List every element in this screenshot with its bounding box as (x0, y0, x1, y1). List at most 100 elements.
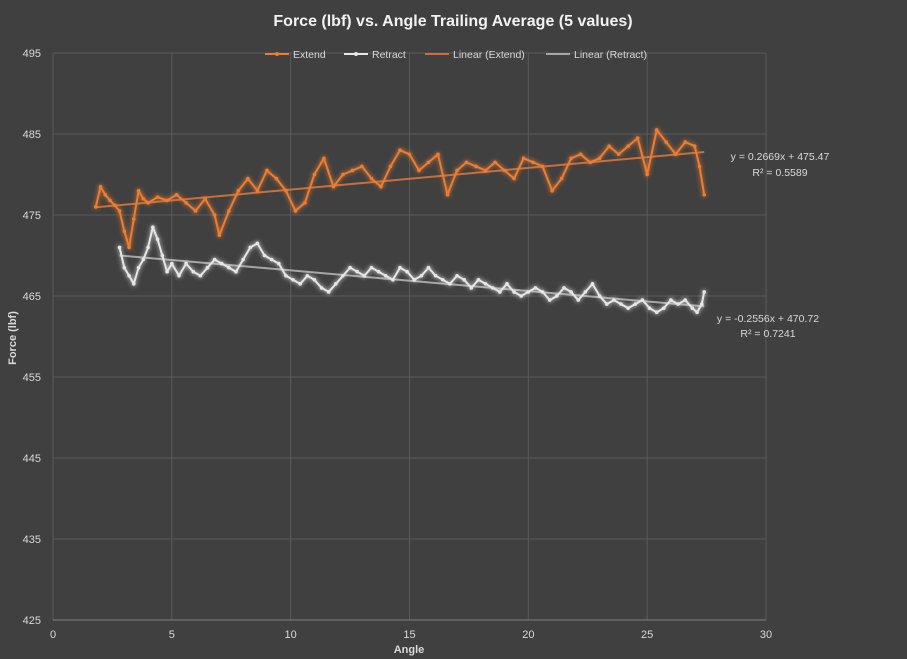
data-point-retract (291, 278, 295, 282)
data-point-extend (117, 209, 122, 213)
data-point-retract (469, 286, 474, 290)
data-point-extend (597, 156, 602, 161)
data-point-extend (531, 160, 535, 165)
data-point-retract (155, 237, 160, 242)
y-axis-ticks: 425 435 445 455 465 475 485 495 (23, 48, 41, 627)
data-point-retract (483, 282, 488, 286)
r-squared-extend: R² = 0.5589 (752, 167, 807, 179)
data-point-retract (676, 302, 680, 306)
data-point-retract (505, 282, 509, 286)
y-tick-label: 435 (23, 534, 41, 546)
data-point-extend (369, 176, 374, 181)
data-point-retract (612, 298, 616, 302)
data-point-retract (640, 298, 645, 302)
data-point-extend (174, 192, 179, 197)
data-point-extend (697, 164, 702, 169)
data-point-retract (619, 302, 623, 306)
data-point-extend (93, 205, 98, 209)
data-point-extend (274, 176, 279, 181)
data-point-extend (664, 140, 668, 144)
data-point-extend (303, 201, 307, 205)
y-tick-label: 485 (23, 129, 41, 141)
data-point-extend (141, 197, 146, 201)
data-point-retract (117, 245, 122, 250)
data-point-extend (331, 184, 336, 189)
data-point-extend (155, 195, 160, 199)
legend-label-retract: Retract (372, 49, 406, 61)
data-point-extend (550, 188, 554, 193)
legend-item-retract: Retract (344, 49, 406, 61)
data-point-extend (112, 203, 117, 208)
data-point-retract (647, 306, 652, 310)
data-point-retract (512, 290, 516, 294)
data-point-extend (132, 217, 136, 221)
data-point-extend (284, 188, 288, 193)
data-point-retract (262, 253, 267, 258)
data-point-retract (440, 278, 445, 282)
data-point-retract (476, 278, 481, 282)
data-point-retract (141, 257, 146, 262)
data-point-retract (690, 306, 695, 310)
data-point-retract (312, 278, 317, 282)
legend-item-extend: Extend (265, 49, 326, 61)
legend-item-linear-extend: Linear (Extend) (425, 49, 525, 61)
data-point-retract (136, 265, 141, 270)
data-point-extend (683, 140, 687, 144)
data-point-retract (412, 278, 417, 282)
x-tick-label: 30 (760, 629, 772, 641)
data-point-extend (217, 233, 222, 238)
data-point-retract (683, 298, 687, 302)
data-point-retract (583, 290, 588, 294)
chart-title: Force (lbf) vs. Angle Trailing Average (… (273, 13, 632, 30)
data-point-retract (319, 286, 324, 290)
data-point-extend (246, 176, 250, 181)
y-tick-label: 495 (23, 48, 41, 60)
data-point-extend (673, 152, 678, 157)
data-point-extend (227, 209, 231, 213)
data-point-retract (533, 286, 538, 290)
data-point-retract (227, 265, 231, 270)
data-point-extend (322, 156, 326, 161)
data-point-extend (521, 156, 526, 161)
data-point-retract (234, 269, 238, 274)
data-point-extend (165, 198, 169, 203)
series (93, 128, 707, 315)
x-tick-label: 10 (285, 629, 297, 641)
series-line-retract (118, 226, 706, 314)
data-point-retract (490, 286, 495, 290)
r-squared-retract: R² = 0.7241 (740, 328, 795, 340)
data-point-extend (417, 168, 421, 173)
data-point-retract (590, 282, 595, 286)
data-point-extend (136, 188, 141, 193)
x-axis-label: Angle (394, 644, 425, 656)
data-point-retract (191, 269, 196, 274)
x-axis-ticks: 0 5 10 15 20 25 30 (50, 629, 772, 641)
gridlines (52, 52, 767, 621)
data-point-extend (483, 168, 488, 173)
data-point-retract (700, 302, 704, 306)
data-point-extend (407, 152, 412, 157)
data-point-retract (241, 257, 245, 262)
data-point-retract (455, 273, 459, 278)
data-point-retract (604, 302, 609, 306)
data-point-retract (160, 253, 165, 258)
data-point-retract (562, 286, 566, 290)
data-point-retract (184, 261, 188, 266)
data-point-extend (455, 168, 459, 173)
data-point-retract (341, 273, 345, 278)
trendline-retract (119, 254, 705, 308)
data-point-extend (255, 188, 260, 193)
data-point-extend (312, 172, 317, 177)
trendline-equation-extend: y = 0.2669x + 475.47 R² = 0.5589 (731, 151, 830, 179)
data-point-retract (626, 306, 630, 310)
y-tick-label: 445 (23, 453, 41, 465)
data-point-retract (122, 265, 127, 270)
equation-extend: y = 0.2669x + 475.47 (731, 151, 830, 163)
data-point-extend (98, 184, 103, 189)
data-point-extend (203, 197, 207, 201)
legend-item-linear-retract: Linear (Retract) (546, 49, 647, 61)
data-point-extend (398, 148, 402, 152)
data-point-retract (212, 257, 217, 262)
data-point-extend (388, 164, 393, 169)
